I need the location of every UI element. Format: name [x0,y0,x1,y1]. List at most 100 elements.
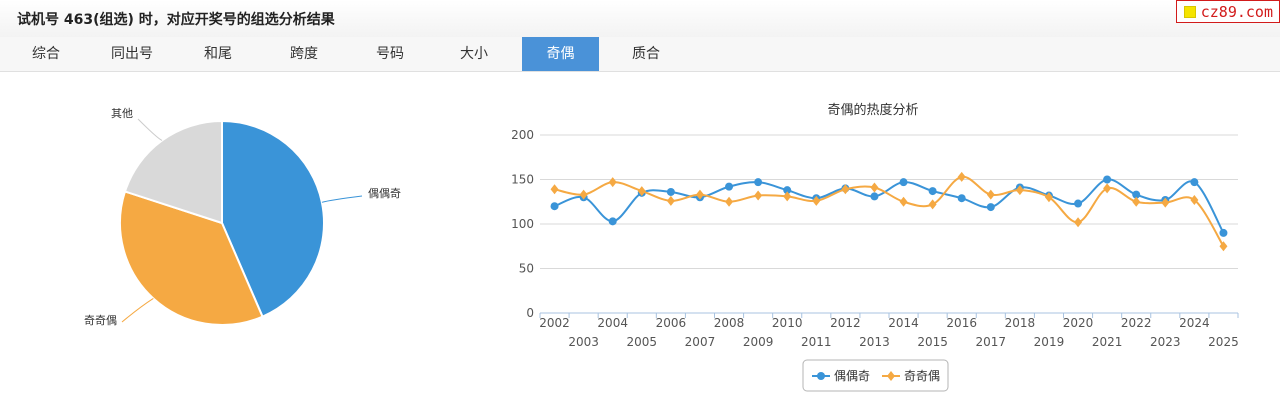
data-point[interactable] [1103,175,1112,184]
x-tick-label: 2016 [946,316,977,330]
data-point[interactable] [783,186,792,195]
data-point[interactable] [754,190,763,201]
legend-label: 偶偶奇 [834,369,870,383]
legend: 偶偶奇 奇奇偶 [802,359,949,392]
legend-item-1[interactable]: 奇奇偶 [882,369,940,383]
x-tick-label: 2006 [656,316,687,330]
x-tick-label: 2003 [568,335,599,349]
legend-marker [817,372,825,380]
x-tick-label: 2011 [801,335,832,349]
data-point[interactable] [550,184,559,195]
x-tick-label: 2005 [627,335,658,349]
tab-co-occurrence[interactable]: 同出号 [111,46,153,62]
data-point[interactable] [579,189,588,200]
y-tick-label: 200 [511,128,534,142]
data-point[interactable] [1161,197,1170,208]
tab-numbers[interactable]: 号码 [376,46,404,62]
tab-prime-composite[interactable]: 质合 [632,46,660,62]
tab-odd-even[interactable]: 奇偶 [522,37,599,71]
line-chart-title: 奇偶的热度分析 [827,102,918,118]
site-badge[interactable]: cz89.com [1175,0,1280,23]
x-tick-label: 2024 [1179,316,1210,330]
pie-label: 其他 [111,107,133,120]
data-point[interactable] [666,195,675,206]
data-point[interactable] [1190,178,1199,187]
page-title: 试机号 463(组选) 时，对应开奖号的组选分析结果 [17,12,335,28]
x-tick-label: 2019 [1034,335,1065,349]
legend-marker [887,371,895,381]
tab-span[interactable]: 跨度 [290,46,318,62]
data-point[interactable] [899,178,908,187]
badge-square-icon [1183,5,1196,18]
data-point[interactable] [783,191,792,202]
data-point[interactable] [986,189,995,200]
x-tick-label: 2018 [1005,316,1036,330]
data-point[interactable] [1103,183,1112,194]
data-point[interactable] [725,196,734,207]
x-tick-label: 2020 [1063,316,1094,330]
x-tick-label: 2015 [917,335,948,349]
x-tick-label: 2002 [539,316,570,330]
data-point[interactable] [1132,196,1141,207]
data-point[interactable] [550,202,559,211]
pie-label: 偶偶奇 [368,187,401,200]
data-point[interactable] [870,182,879,193]
data-point[interactable] [1015,185,1024,196]
x-tick-label: 2017 [976,335,1007,349]
y-tick-label: 0 [526,306,534,320]
data-point[interactable] [957,171,966,182]
tab-big-small[interactable]: 大小 [460,46,488,62]
pie-label-line [121,298,154,323]
data-point[interactable] [812,195,821,206]
series-line-0 [554,178,1225,234]
data-point[interactable] [695,189,704,200]
x-tick-label: 2004 [597,316,628,330]
y-tick-label: 50 [519,262,534,276]
data-point[interactable] [666,187,675,196]
data-point[interactable] [1074,199,1083,208]
tab-comprehensive[interactable]: 综合 [32,46,60,62]
data-point[interactable] [1219,241,1228,252]
data-point[interactable] [1219,228,1228,237]
tab-bar: 综合 同出号 和尾 跨度 号码 大小 奇偶 质合 [0,37,1280,72]
data-point[interactable] [928,187,937,196]
x-tick-label: 2022 [1121,316,1152,330]
pie-label-line [321,195,363,203]
data-point[interactable] [986,203,995,212]
data-point[interactable] [841,184,850,195]
tab-sum-tail[interactable]: 和尾 [204,46,232,62]
data-point[interactable] [637,186,646,197]
x-tick-label: 2023 [1150,335,1181,349]
x-tick-label: 2008 [714,316,745,330]
data-point[interactable] [1044,192,1053,203]
x-tick-label: 2007 [685,335,716,349]
data-point[interactable] [608,177,617,188]
data-point[interactable] [899,196,908,207]
x-tick-label: 2013 [859,335,890,349]
x-tick-label: 2014 [888,316,919,330]
x-tick-label: 2009 [743,335,774,349]
pie-label-line [137,118,163,141]
x-tick-label: 2025 [1208,335,1239,349]
data-point[interactable] [1074,217,1083,228]
legend-box [802,359,949,392]
data-point[interactable] [928,199,937,210]
line-chart: 奇偶的热度分析 0 50 100 150 200 2002 2003 2004 2005 2006… [511,102,1239,392]
data-point[interactable] [725,182,734,191]
data-point[interactable] [1190,194,1199,205]
data-point[interactable] [1132,190,1141,199]
legend-label: 奇奇偶 [904,369,940,383]
x-tick-label: 2012 [830,316,861,330]
data-point[interactable] [608,217,617,226]
pie-slice-0[interactable] [221,119,325,318]
legend-item-0[interactable]: 偶偶奇 [812,369,870,383]
x-tick-label: 2010 [772,316,803,330]
header-bar: 试机号 463(组选) 时，对应开奖号的组选分析结果 cz89.com [0,0,1280,38]
data-point[interactable] [754,178,763,187]
data-point[interactable] [957,194,966,203]
site-badge-text: cz89.com [1200,2,1273,21]
data-point[interactable] [870,192,879,201]
y-tick-label: 100 [511,217,534,231]
y-tick-label: 150 [511,173,534,187]
